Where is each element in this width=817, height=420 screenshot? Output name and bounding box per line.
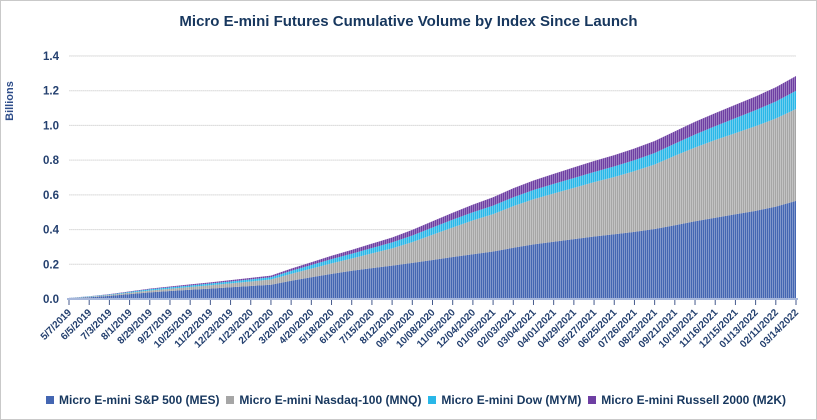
y-axis-title: Billions xyxy=(4,81,16,121)
legend-label: Micro E-mini Russell 2000 (M2K) xyxy=(601,393,786,407)
legend-item: Micro E-mini Dow (MYM) xyxy=(428,393,581,407)
y-axis-tick-label: 1.0 xyxy=(43,120,59,132)
legend-item: Micro E-mini Nasdaq-100 (MNQ) xyxy=(226,393,421,407)
y-axis-tick-label: 0.4 xyxy=(43,225,60,237)
legend-label: Micro E-mini S&P 500 (MES) xyxy=(59,393,220,407)
y-axis-tick-label: 0.6 xyxy=(43,190,59,202)
legend-label: Micro E-mini Nasdaq-100 (MNQ) xyxy=(239,393,422,407)
chart-legend: Micro E-mini S&P 500 (MES) Micro E-mini N… xyxy=(1,393,816,407)
y-axis-tick-label: 0.8 xyxy=(43,155,60,167)
y-axis-tick-label: 1.4 xyxy=(43,51,60,63)
bar-stripe-overlay xyxy=(69,56,796,299)
legend-label: Micro E-mini Dow (MYM) xyxy=(441,393,582,407)
legend-swatch-icon xyxy=(226,396,235,404)
chart-title: Micro E-mini Futures Cumulative Volume b… xyxy=(179,13,638,30)
y-axis-tick-label: 0.0 xyxy=(43,294,59,306)
legend-item: Micro E-mini Russell 2000 (M2K) xyxy=(588,393,786,407)
legend-swatch-icon xyxy=(588,396,597,404)
y-axis-tick-label: 1.2 xyxy=(43,86,59,98)
legend-swatch-icon xyxy=(428,396,437,404)
legend-swatch-icon xyxy=(46,396,54,404)
y-axis-tick-label: 0.2 xyxy=(43,259,59,271)
legend-item: Micro E-mini S&P 500 (MES) xyxy=(46,393,219,407)
